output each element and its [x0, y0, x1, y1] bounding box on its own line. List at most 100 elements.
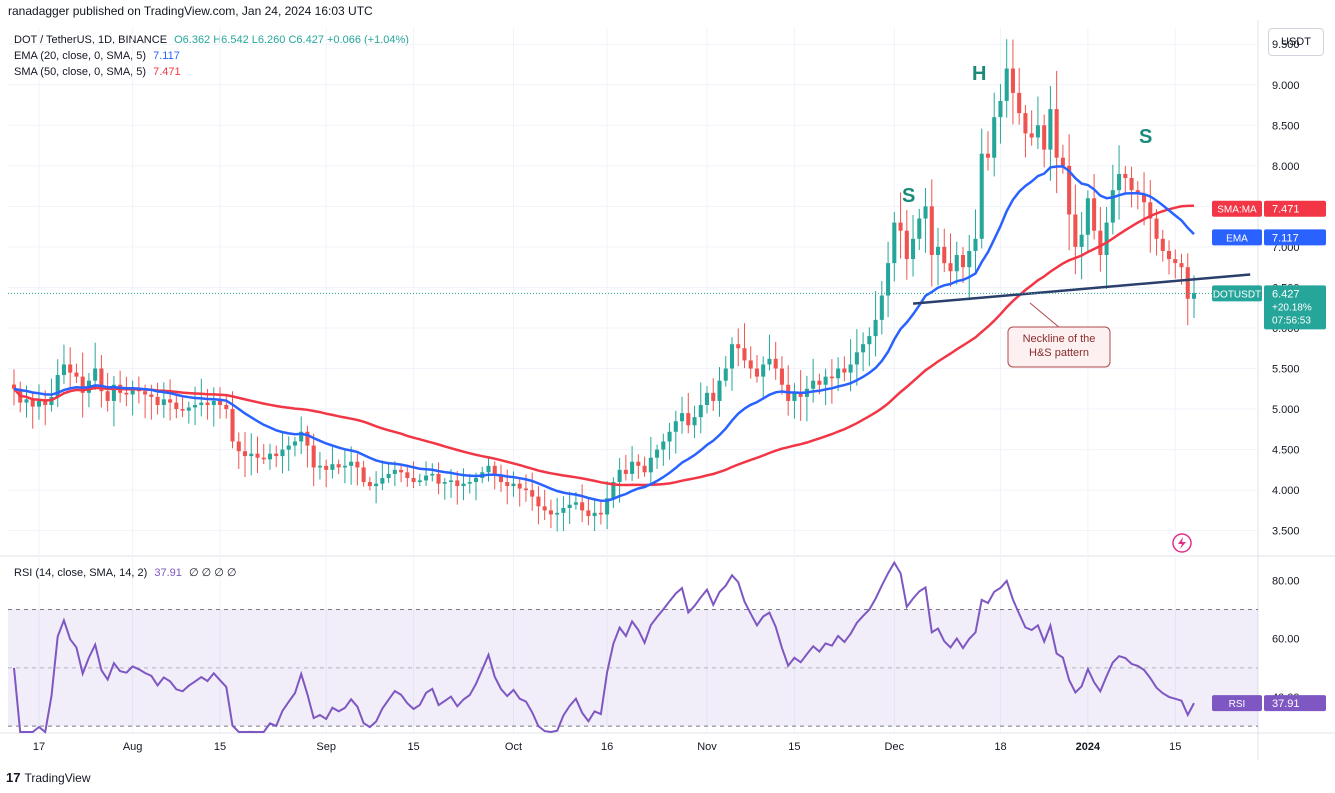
- candle-body: [80, 376, 85, 393]
- candle-body: [729, 344, 735, 369]
- candle-body: [292, 441, 297, 446]
- candle-body: [754, 368, 759, 377]
- candle-body: [24, 399, 29, 403]
- legend-ohlc: O6.362 H6.542 L6.260 C6.427 +0.066 (+1.0…: [174, 34, 409, 46]
- candle: [1042, 114, 1047, 168]
- tradingview-logo-icon: 17: [6, 770, 21, 785]
- candle-body: [361, 467, 366, 483]
- candle: [455, 471, 460, 505]
- candle: [1135, 181, 1140, 210]
- candle: [886, 241, 891, 318]
- candle-body: [811, 380, 816, 389]
- candle: [917, 208, 922, 250]
- candle: [417, 473, 422, 487]
- grid-lines: [0, 20, 1335, 760]
- candle: [43, 390, 48, 426]
- footer-brand[interactable]: 17 TradingView: [6, 770, 91, 785]
- candle-body: [542, 506, 547, 511]
- candle: [511, 471, 516, 497]
- candle-body: [211, 400, 216, 406]
- candle: [230, 391, 235, 449]
- last-price-badge-extra: +20.18%: [1272, 302, 1312, 313]
- candle: [873, 291, 878, 357]
- candle: [973, 209, 978, 275]
- candle: [954, 241, 959, 285]
- candle: [992, 92, 997, 177]
- candle-body: [798, 392, 803, 397]
- candle-body: [93, 368, 98, 381]
- candle: [804, 375, 809, 422]
- candle-body: [904, 230, 909, 260]
- candle-body: [1104, 222, 1109, 256]
- candle-body: [555, 512, 560, 515]
- candle: [1129, 166, 1134, 208]
- candle: [1123, 165, 1128, 194]
- candle-body: [998, 100, 1003, 118]
- candle-body: [74, 372, 79, 377]
- candle-body: [680, 413, 685, 422]
- price-tick-label: 9.500: [1272, 39, 1300, 51]
- candle-body: [305, 431, 310, 446]
- legend-ema-row: EMA (20, close, 0, SMA, 5) 7.117: [14, 48, 409, 64]
- lightning-icon: [1172, 533, 1192, 553]
- candle-body: [742, 348, 747, 361]
- candle: [767, 334, 772, 371]
- candle-body: [879, 295, 884, 320]
- candle: [93, 342, 98, 391]
- candle: [386, 461, 391, 483]
- candle-body: [517, 483, 522, 489]
- candle: [498, 464, 504, 493]
- sma-badge: SMA:MA 7.471: [1212, 200, 1326, 217]
- candle-body: [511, 483, 516, 487]
- candle: [598, 502, 603, 525]
- candle-body: [186, 407, 191, 411]
- candle-body: [617, 469, 622, 483]
- candle-body: [267, 453, 273, 460]
- rsi-legend-extra: ∅ ∅ ∅ ∅: [188, 567, 237, 579]
- candle-body: [892, 222, 897, 264]
- candle-body: [773, 358, 778, 369]
- candle: [1010, 39, 1015, 125]
- candle-body: [386, 473, 391, 478]
- candle: [1004, 39, 1009, 118]
- candle-body: [723, 368, 728, 381]
- currency-button[interactable]: USDT: [1268, 28, 1324, 56]
- candle: [399, 464, 404, 483]
- candle: [1054, 70, 1059, 194]
- candle: [267, 443, 273, 470]
- candle-body: [848, 364, 853, 373]
- candle-body: [704, 392, 710, 406]
- candle: [1110, 164, 1115, 235]
- rsi-badge-value-box: [1264, 695, 1326, 712]
- candle-body: [1085, 198, 1090, 235]
- rsi-band: [8, 609, 1258, 727]
- left-shoulder-label: S: [902, 185, 915, 207]
- candle-body: [673, 421, 678, 432]
- price-badges: SMA:MA 7.471 EMA 7.117 DOTUSDT 6.427 +20.18% 07…: [1212, 200, 1326, 712]
- candle-body: [193, 405, 198, 408]
- candle: [1017, 67, 1022, 125]
- ema-badge-value-box: [1264, 229, 1326, 246]
- candle: [236, 432, 241, 469]
- candle-body: [898, 222, 903, 231]
- candle: [361, 460, 366, 487]
- candle: [505, 469, 510, 505]
- candle: [942, 228, 947, 273]
- candle: [442, 477, 447, 500]
- legend-ema-value: 7.117: [153, 50, 180, 62]
- candle: [330, 444, 335, 479]
- candle-body: [1191, 293, 1197, 299]
- legend-sma-value: 7.471: [153, 66, 181, 78]
- candle-body: [979, 153, 984, 239]
- candle: [467, 473, 472, 494]
- candle-body: [436, 473, 441, 484]
- candle-body: [954, 255, 959, 272]
- candle: [1166, 240, 1172, 275]
- candle-body: [661, 441, 666, 450]
- time-tick-label: 2024: [1076, 741, 1101, 753]
- candle: [948, 233, 953, 287]
- candle-body: [867, 336, 872, 345]
- candle-body: [1048, 109, 1053, 150]
- candle-body: [1054, 109, 1059, 158]
